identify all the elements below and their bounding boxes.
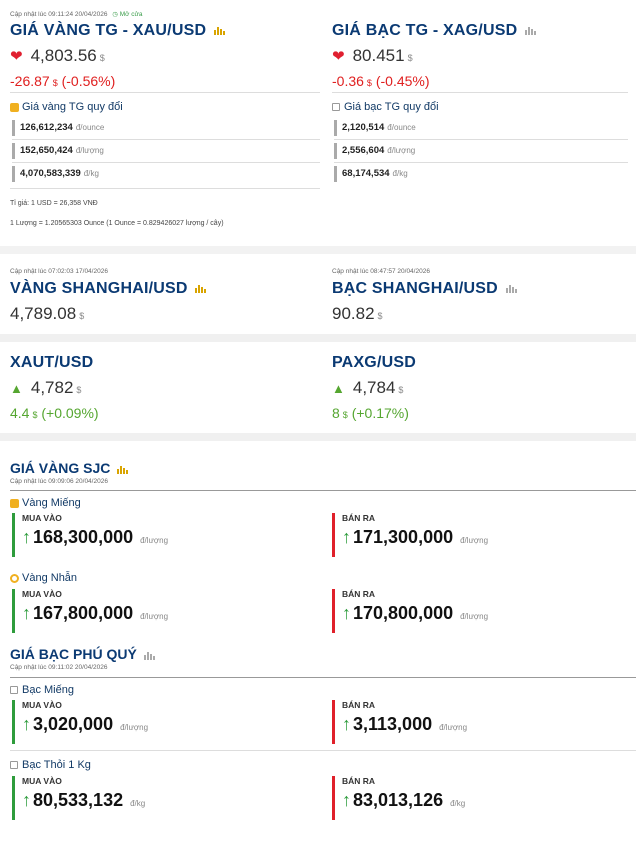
shanghai-silver-title[interactable]: BẠC SHANGHAI/USD	[332, 280, 517, 298]
phuquy-mieng-buy: MUA VÀO ↑ 3,020,000 đ/lượng	[12, 700, 148, 744]
heart-down-icon: ❤	[332, 48, 345, 65]
shanghai-silver-price: 90.82	[332, 304, 375, 323]
shanghai-gold-price-row: 4,789.08 $	[10, 304, 85, 323]
exchange-rate-note: Tỉ giá: 1 USD = 26,358 VNĐ	[10, 200, 98, 207]
world-gold-title[interactable]: GIÁ VÀNG TG - XAU/USD	[10, 22, 225, 40]
up-arrow-icon: ↑	[22, 790, 31, 810]
section-separator	[0, 246, 636, 254]
sjc-item-label: Vàng Miếng	[10, 497, 81, 509]
divider	[334, 162, 628, 163]
world-gold-price: 4,803.56	[30, 46, 97, 65]
phuquy-title[interactable]: GIÁ BẠC PHÚ QUÝ	[10, 646, 155, 662]
world-silver-title[interactable]: GIÁ BẠC TG - XAG/USD	[332, 22, 536, 40]
clock-icon: ◷	[112, 11, 118, 18]
world-updated: Cập nhật lúc 09:11:24 20/04/2026 ◷ Mở cử…	[10, 11, 143, 18]
shanghai-silver-updated: Cập nhật lúc 08:47:57 20/04/2026	[332, 268, 430, 275]
divider	[12, 162, 320, 163]
up-arrow-icon: ↑	[342, 790, 351, 810]
sjc-mieng-buy: MUA VÀO ↑ 168,300,000 đ/lượng	[12, 513, 168, 557]
divider	[10, 750, 636, 751]
sjc-mieng-sell: BÁN RA ↑ 171,300,000 đ/lượng	[332, 513, 488, 557]
divider	[10, 490, 636, 491]
phuquy-updated: Cập nhật lúc 09:11:02 20/04/2026	[10, 664, 108, 671]
phuquy-mieng-sell: BÁN RA ↑ 3,113,000 đ/lượng	[332, 700, 467, 744]
world-silver-price: 80.451	[352, 46, 405, 65]
bar-chart-icon[interactable]	[117, 465, 129, 474]
sjc-updated: Cập nhật lúc 09:09:06 20/04/2026	[10, 478, 108, 485]
sjc-nhan-sell: BÁN RA ↑ 170,800,000 đ/lượng	[332, 589, 488, 633]
world-silver-conv-kg: 68,174,534 đ/kg	[334, 166, 408, 182]
bar-chart-icon[interactable]	[525, 26, 536, 36]
bar-chart-icon[interactable]	[505, 284, 517, 294]
world-gold-conv-kg: 4,070,583,339 đ/kg	[12, 166, 99, 182]
shanghai-silver-price-row: 90.82 $	[332, 304, 383, 323]
up-arrow-icon: ↑	[22, 527, 31, 547]
world-silver-conv-ounce: 2,120,514 đ/ounce	[334, 120, 416, 136]
arrow-up-triangle-icon: ▲	[332, 381, 345, 396]
world-gold-change: -26.87 $ (-0.56%)	[10, 73, 116, 89]
divider	[12, 139, 320, 140]
world-gold-conv-luong: 152,650,424 đ/lượng	[12, 143, 104, 159]
up-arrow-icon: ↑	[342, 603, 351, 623]
gold-bar-icon	[10, 102, 19, 112]
heart-down-icon: ❤	[10, 48, 23, 65]
divider	[10, 92, 320, 93]
divider	[334, 139, 628, 140]
up-arrow-icon: ↑	[342, 527, 351, 547]
world-silver-conv-luong: 2,556,604 đ/lượng	[334, 143, 415, 159]
sjc-nhan-buy: MUA VÀO ↑ 167,800,000 đ/lượng	[12, 589, 168, 633]
xaut-price-row: ▲ 4,782 $	[10, 378, 82, 397]
section-separator	[0, 433, 636, 441]
phuquy-item-label: Bạc Miếng	[10, 684, 74, 696]
bar-chart-icon[interactable]	[213, 26, 225, 36]
paxg-title[interactable]: PAXG/USD	[332, 354, 416, 371]
phuquy-item-label: Bạc Thỏi 1 Kg	[10, 759, 91, 771]
up-arrow-icon: ↑	[342, 714, 351, 734]
xaut-title[interactable]: XAUT/USD	[10, 354, 94, 371]
divider	[10, 677, 636, 678]
sjc-item-label: Vàng Nhẫn	[10, 572, 77, 584]
phuquy-thoi-buy: MUA VÀO ↑ 80,533,132 đ/kg	[12, 776, 145, 820]
divider	[332, 92, 628, 93]
shanghai-gold-title[interactable]: VÀNG SHANGHAI/USD	[10, 280, 207, 298]
silver-tag-icon	[10, 686, 18, 695]
phuquy-thoi-sell: BÁN RA ↑ 83,013,126 đ/kg	[332, 776, 465, 820]
sjc-title[interactable]: GIÁ VÀNG SJC	[10, 460, 129, 476]
world-silver-change: -0.36 $ (-0.45%)	[332, 73, 430, 89]
section-separator	[0, 334, 636, 342]
paxg-price-row: ▲ 4,784 $	[332, 378, 404, 397]
world-silver-price-row: ❤ 80.451 $	[332, 46, 413, 65]
arrow-up-triangle-icon: ▲	[10, 381, 23, 396]
up-arrow-icon: ↑	[22, 714, 31, 734]
up-arrow-icon: ↑	[22, 603, 31, 623]
shanghai-gold-updated: Cập nhật lúc 07:02:03 17/04/2026	[10, 268, 108, 275]
world-gold-conv-ounce: 126,612,234 đ/ounce	[12, 120, 104, 136]
ring-icon	[10, 573, 19, 583]
gold-bar-icon	[10, 498, 19, 508]
paxg-change: 8 $ (+0.17%)	[332, 405, 409, 421]
divider	[10, 188, 320, 189]
silver-tag-icon	[332, 103, 340, 112]
silver-tag-icon	[10, 761, 18, 770]
world-gold-conv-title: Giá vàng TG quy đổi	[10, 101, 123, 113]
world-gold-price-row: ❤ 4,803.56 $	[10, 46, 105, 65]
world-silver-conv-title: Giá bạc TG quy đổi	[332, 101, 439, 113]
market-status: Mở cửa	[119, 11, 143, 18]
shanghai-gold-price: 4,789.08	[10, 304, 77, 323]
paxg-price: 4,784	[352, 378, 396, 397]
xaut-change: 4.4 $ (+0.09%)	[10, 405, 99, 421]
bar-chart-icon[interactable]	[195, 284, 207, 294]
luong-conversion-note: 1 Lượng = 1.20565303 Ounce (1 Ounce = 0.…	[10, 220, 224, 227]
xaut-price: 4,782	[30, 378, 74, 397]
bar-chart-icon[interactable]	[143, 651, 155, 660]
